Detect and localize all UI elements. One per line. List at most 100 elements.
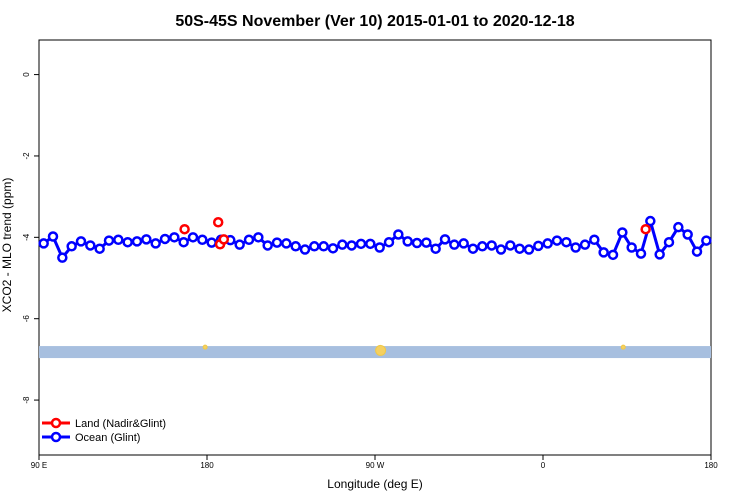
y-tick-label-0: 0	[22, 72, 31, 77]
legend-ocean-marker	[50, 431, 62, 443]
ocean-point-25	[271, 237, 283, 248]
ocean-point-46	[467, 243, 479, 254]
ocean-point-38	[393, 229, 404, 240]
ocean-point-3	[66, 241, 77, 252]
legend-land-label: Land (Nadir&Glint)	[75, 418, 166, 430]
ocean-point-16	[187, 232, 199, 243]
ocean-point-6	[94, 243, 105, 254]
ocean-point-33	[346, 240, 357, 251]
ocean-point-65	[645, 215, 656, 227]
ocean-point-60	[598, 247, 609, 258]
ocean-point-63	[626, 242, 637, 253]
legend-ocean-label: Ocean (Glint)	[75, 432, 140, 444]
series-layer	[38, 215, 712, 263]
y-tick-label-3: -6	[22, 315, 31, 323]
ocean-point-41	[421, 237, 432, 248]
x-tick-label-3: 0	[541, 461, 546, 470]
ocean-point-69	[682, 229, 693, 240]
ocean-point-30	[318, 241, 329, 252]
ocean-point-35	[365, 238, 376, 250]
ocean-point-7	[103, 235, 115, 246]
ocean-point-37	[383, 236, 395, 248]
ocean-point-26	[281, 238, 292, 249]
ocean-point-36	[374, 242, 385, 253]
land-point-0	[179, 223, 190, 235]
ocean-point-11	[141, 234, 152, 245]
ocean-point-22	[243, 234, 255, 246]
ocean-point-64	[635, 248, 647, 259]
chart-title: 50S-45S November (Ver 10) 2015-01-01 to …	[175, 13, 574, 30]
ocean-point-54	[542, 238, 553, 249]
legend-item-ocean: Ocean (Glint)	[42, 431, 140, 444]
y-axis: 0 -2 -4 -6 -8	[22, 72, 39, 404]
ocean-point-8	[113, 234, 124, 246]
ocean-point-15	[178, 236, 189, 248]
ocean-point-61	[607, 249, 619, 261]
ocean-point-5	[85, 240, 96, 251]
ocean-point-28	[299, 244, 311, 255]
land-band	[39, 346, 711, 359]
ocean-point-29	[309, 241, 320, 252]
x-tick-label-2: 90 W	[366, 461, 385, 470]
land-marker-1	[375, 344, 387, 356]
ocean-point-57	[570, 242, 581, 253]
ocean-point-27	[290, 241, 301, 252]
ocean-point-21	[234, 239, 245, 250]
land-point-4	[640, 223, 651, 235]
ocean-point-39	[402, 236, 413, 247]
land-marker-0	[202, 344, 208, 350]
ocean-point-4	[75, 236, 87, 247]
ocean-point-62	[617, 227, 628, 238]
ocean-point-49	[495, 244, 507, 255]
ocean-point-24	[262, 240, 273, 251]
ocean-point-10	[131, 236, 143, 247]
x-tick-label-4: 180	[704, 461, 718, 470]
ocean-point-14	[169, 232, 180, 243]
ocean-point-68	[673, 221, 684, 233]
ocean-point-23	[253, 232, 264, 243]
legend-land-marker	[50, 417, 62, 429]
ocean-point-31	[327, 243, 339, 254]
land-marker-2	[620, 344, 626, 350]
ocean-point-56	[561, 236, 572, 248]
land-band-layer	[39, 344, 711, 359]
y-axis-label: XCO2 - MLO trend (ppm)	[0, 178, 14, 313]
ocean-point-58	[579, 239, 591, 250]
ocean-point-34	[355, 238, 367, 250]
land-point-3	[218, 234, 230, 245]
ocean-point-71	[701, 235, 712, 246]
ocean-point-40	[411, 237, 423, 249]
y-tick-label-2: -4	[22, 233, 31, 241]
ocean-point-44	[449, 239, 460, 250]
ocean-point-59	[589, 234, 600, 246]
y-tick-label-1: -2	[22, 152, 31, 160]
x-axis-label: Longitude (deg E)	[327, 477, 422, 491]
legend-item-land: Land (Nadir&Glint)	[42, 417, 166, 430]
ocean-point-66	[654, 249, 665, 260]
ocean-point-12	[150, 238, 161, 249]
ocean-point-45	[458, 238, 469, 249]
ocean-point-42	[430, 243, 441, 254]
x-axis: 90 E 180 90 W 0 180	[31, 455, 718, 470]
ocean-point-43	[439, 234, 451, 245]
ocean-point-67	[663, 236, 675, 248]
ocean-point-51	[514, 243, 525, 254]
ocean-point-50	[505, 240, 516, 251]
ocean-point-17	[197, 234, 208, 246]
ocean-point-32	[337, 239, 348, 250]
ocean-point-52	[523, 244, 535, 255]
x-tick-label-0: 90 E	[31, 461, 47, 470]
ocean-point-70	[691, 246, 703, 257]
ocean-point-2	[57, 252, 68, 263]
ocean-point-47	[477, 241, 488, 252]
ocean-point-18	[206, 237, 217, 248]
ocean-point-55	[551, 235, 563, 246]
x-tick-label-1: 180	[200, 461, 214, 470]
ocean-point-13	[159, 233, 171, 245]
legend: Land (Nadir&Glint) Ocean (Glint)	[42, 417, 166, 444]
y-tick-label-4: -8	[22, 396, 31, 404]
ocean-point-53	[533, 240, 544, 252]
ocean-point-48	[486, 240, 497, 251]
land-point-1	[212, 217, 224, 228]
